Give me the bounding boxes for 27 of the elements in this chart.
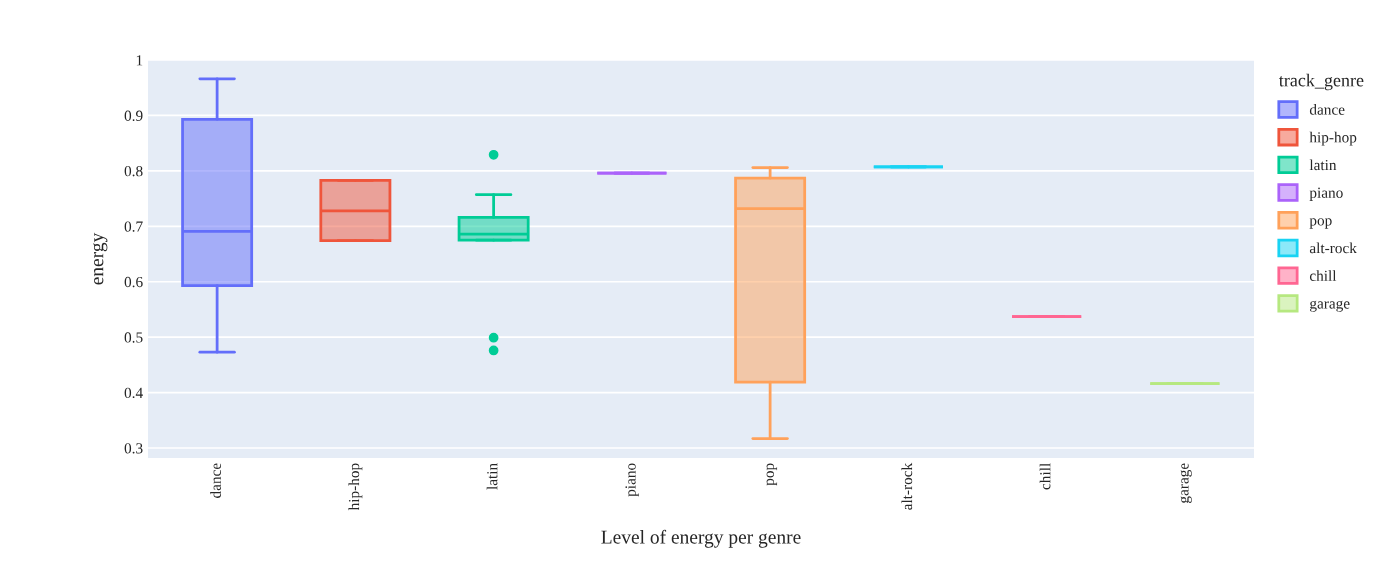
legend-label: garage: [1310, 300, 1350, 312]
x-tick-label: pop: [766, 463, 778, 486]
legend-label: dance: [1309, 104, 1345, 115]
legend-label: hip-hop: [1309, 131, 1357, 146]
y-tick-label: 0.8: [124, 166, 143, 177]
x-tick-label: chill: [1039, 463, 1051, 490]
legend-title: track_genre: [1278, 73, 1364, 91]
y-tick-label: 1: [136, 55, 143, 66]
legend-label: piano: [1309, 187, 1343, 201]
y-tick-label: 0.4: [124, 387, 143, 399]
y-tick-label: 0.5: [124, 332, 143, 343]
y-axis-title: energy: [93, 232, 108, 285]
x-tick-label: dance: [210, 463, 221, 498]
legend-label: pop: [1309, 218, 1332, 229]
y-tick-label: 0.6: [124, 276, 143, 288]
x-tick-label: alt-rock: [901, 462, 913, 510]
x-tick-label: garage: [1180, 463, 1192, 503]
x-tick-label: latin: [486, 463, 498, 490]
legend-label: chill: [1309, 270, 1337, 281]
legend-label: latin: [1309, 159, 1337, 171]
y-tick-label: 0.9: [124, 110, 143, 121]
x-tick-label: piano: [625, 463, 639, 497]
y-tick-label: 0.3: [124, 443, 143, 454]
legend-label: alt-rock: [1309, 242, 1357, 254]
x-axis-title: Level of energy per genre: [601, 529, 801, 548]
x-tick-label: hip-hop: [348, 463, 363, 511]
y-tick-label: 0.7: [124, 221, 143, 232]
